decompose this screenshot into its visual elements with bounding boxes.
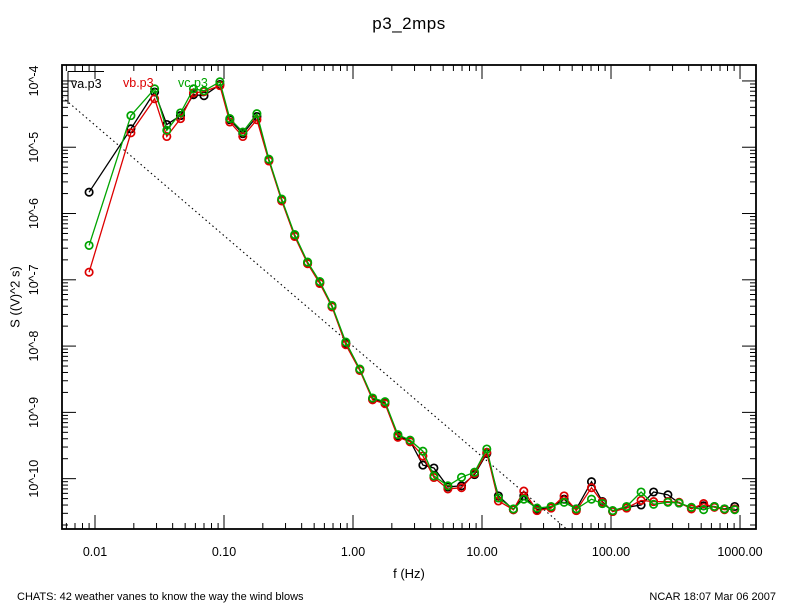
x-tick-label: 10.00 <box>466 545 497 559</box>
series-marker-vc-p3 <box>303 257 313 267</box>
x-axis-label: f (Hz) <box>393 566 425 581</box>
series-marker-vc-p3 <box>277 194 287 204</box>
series-marker-vc-p3 <box>290 230 300 240</box>
series-line-va-p3 <box>88 83 735 513</box>
y-tick-label: 10^-4 <box>27 65 41 96</box>
series-marker-vb-p3 <box>649 497 659 507</box>
series-marker-vc-p3 <box>699 505 709 515</box>
series-marker-vc-p3 <box>175 108 186 118</box>
series-marker-va-p3 <box>636 500 646 510</box>
series-marker-vc-p3 <box>608 506 618 516</box>
series-marker-vb-p3 <box>456 483 467 493</box>
series-marker-vc-p3 <box>636 487 646 497</box>
series-marker-vc-p3 <box>418 446 428 456</box>
series-marker-vc-p3 <box>519 494 529 504</box>
series-line-vb-p3 <box>88 84 735 513</box>
series-marker-vc-p3 <box>469 467 480 477</box>
y-tick-label: 10^-5 <box>27 132 41 163</box>
y-axis-label: S ((V)^2 s) <box>7 266 23 328</box>
series-marker-va-p3 <box>418 460 428 470</box>
series-marker-vb-p3 <box>84 267 94 277</box>
series-marker-vc-p3 <box>709 501 719 512</box>
series-marker-vc-p3 <box>150 84 160 94</box>
series-marker-vc-p3 <box>380 397 390 407</box>
legend-label-va-p3: va.p3 <box>71 77 102 91</box>
series-marker-vc-p3 <box>238 127 248 137</box>
x-tick-label: 0.10 <box>212 545 236 559</box>
plot-title: p3_2mps <box>372 14 446 33</box>
series-marker-vc-p3 <box>225 114 235 124</box>
series-marker-vc-p3 <box>327 300 337 311</box>
series-marker-vb-p3 <box>636 495 646 505</box>
series-marker-vc-p3 <box>674 498 684 508</box>
y-tick-label: 10^-6 <box>27 198 41 229</box>
legend-label-vb-p3: vb.p3 <box>123 76 154 90</box>
series-marker-vc-p3 <box>443 481 453 491</box>
series-marker-vc-p3 <box>215 77 225 87</box>
legend-label-vc-p3: vc.p3 <box>178 76 208 90</box>
series-marker-vc-p3 <box>341 337 351 347</box>
series-marker-vc-p3 <box>429 471 439 481</box>
series-marker-vc-p3 <box>393 430 403 440</box>
series-marker-vc-p3 <box>355 364 365 374</box>
reference-line-kolmogorov <box>62 96 568 529</box>
series-marker-vc-p3 <box>597 499 607 509</box>
series-marker-vb-p3 <box>126 128 136 138</box>
series-marker-vc-p3 <box>162 125 172 135</box>
series-marker-vb-p3 <box>586 483 597 493</box>
series-marker-vc-p3 <box>571 504 581 514</box>
series-marker-vb-p3 <box>150 94 160 104</box>
series-marker-vc-p3 <box>405 435 415 445</box>
series-line-vc-p3 <box>88 80 735 512</box>
series-marker-vb-p3 <box>559 491 569 501</box>
series-marker-vc-p3 <box>686 502 696 512</box>
series-marker-va-p3 <box>586 477 597 487</box>
series-marker-vc-p3 <box>188 84 199 94</box>
series-marker-vc-p3 <box>532 503 542 513</box>
series-marker-vc-p3 <box>252 109 262 119</box>
x-tick-label: 100.00 <box>592 545 630 559</box>
series-marker-vc-p3 <box>84 240 94 250</box>
series-marker-vc-p3 <box>493 493 503 503</box>
series-marker-va-p3 <box>84 187 94 197</box>
x-tick-label: 0.01 <box>83 545 107 559</box>
series-marker-vc-p3 <box>730 505 740 515</box>
series-marker-vc-p3 <box>368 393 378 403</box>
x-tick-label: 1000.00 <box>717 545 762 559</box>
annotation-timestamp: NCAR 18:07 Mar 06 2007 <box>649 591 776 603</box>
series-marker-vc-p3 <box>546 501 556 512</box>
y-tick-label: 10^-10 <box>27 460 41 498</box>
series-marker-vc-p3 <box>663 497 673 507</box>
annotation-experiment: CHATS: 42 weather vanes to know the way … <box>17 591 304 603</box>
y-tick-label: 10^-9 <box>27 397 41 428</box>
series-marker-vc-p3 <box>264 154 274 164</box>
series-marker-vb-p3 <box>699 499 709 509</box>
series-marker-vc-p3 <box>559 497 569 507</box>
series-marker-vb-p3 <box>162 131 172 142</box>
series-marker-vc-p3 <box>622 501 632 512</box>
x-tick-label: 1.00 <box>341 545 365 559</box>
series-marker-vc-p3 <box>719 504 730 514</box>
series-marker-vc-p3 <box>508 504 518 514</box>
series-marker-vc-p3 <box>315 277 325 287</box>
plot-border <box>61 64 757 530</box>
y-tick-label: 10^-8 <box>27 331 41 362</box>
series-marker-vc-p3 <box>482 444 492 454</box>
series-group <box>84 77 740 517</box>
series-marker-vc-p3 <box>586 494 597 504</box>
series-marker-vc-p3 <box>456 472 467 482</box>
y-tick-label: 10^-7 <box>27 264 41 295</box>
series-marker-vc-p3 <box>199 86 209 96</box>
series-marker-vc-p3 <box>649 499 659 509</box>
series-marker-va-p3 <box>649 487 659 497</box>
series-marker-vc-p3 <box>126 111 136 121</box>
